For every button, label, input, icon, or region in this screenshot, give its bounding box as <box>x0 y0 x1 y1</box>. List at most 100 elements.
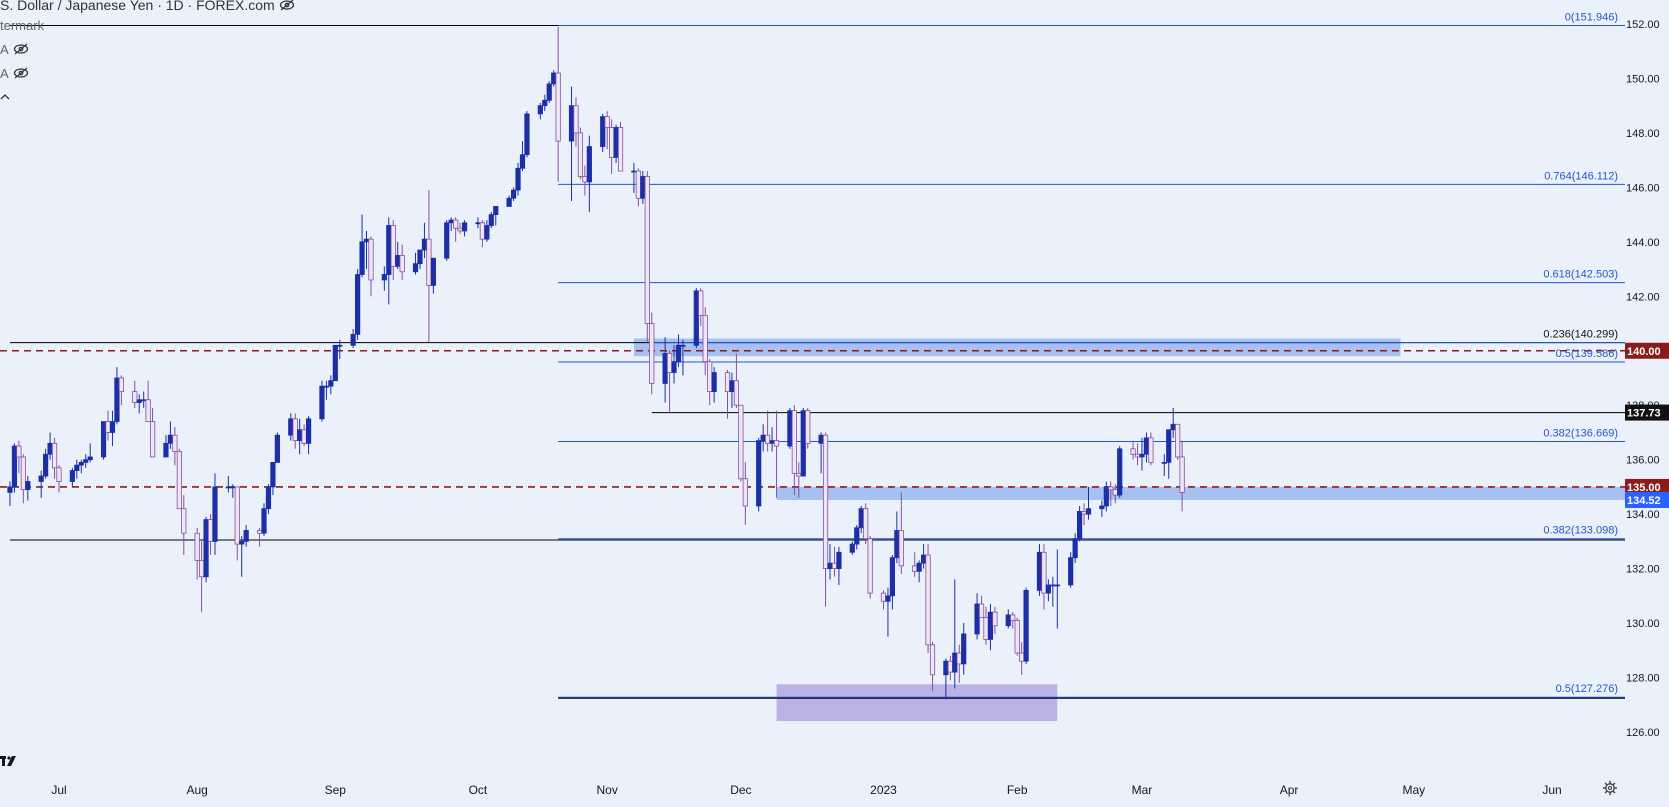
candle-body <box>1166 429 1172 463</box>
candle-body <box>912 565 918 572</box>
candle <box>822 432 829 607</box>
candle <box>1134 443 1141 466</box>
time-axis-svg[interactable]: Jul Aug Sep Oct Nov Dec 2023 Feb Mar Apr May Jun <box>0 776 1625 802</box>
candle-body <box>555 72 561 142</box>
candle <box>805 407 811 449</box>
eye-crossed-icon[interactable] <box>13 43 29 55</box>
candle-body <box>288 418 294 436</box>
candle-body <box>773 440 780 447</box>
candle-body <box>956 652 962 665</box>
candle <box>319 380 325 422</box>
price-tick-label: 128.00 <box>1626 673 1660 685</box>
levels-layer <box>0 24 1625 699</box>
candle-body <box>733 380 740 406</box>
candle <box>974 593 980 640</box>
candle <box>1166 429 1172 479</box>
candle <box>337 339 343 359</box>
candle <box>1130 440 1136 460</box>
candle-body <box>800 410 806 477</box>
candle <box>1041 544 1047 610</box>
candle <box>332 344 338 382</box>
zone-139-140[interactable] <box>633 338 1401 357</box>
candle <box>640 171 646 204</box>
candle-body <box>38 475 44 482</box>
candle <box>604 111 610 150</box>
candle-body <box>756 440 762 507</box>
candle-body <box>952 652 958 673</box>
candle <box>256 527 263 547</box>
candle-body <box>363 238 370 243</box>
candle <box>515 162 521 196</box>
candle-body <box>1041 551 1047 594</box>
price-tick-label: 150.00 <box>1626 73 1660 85</box>
candle-body <box>1179 456 1185 493</box>
candle <box>399 244 405 280</box>
candle-body <box>230 486 236 489</box>
price-label-red: 140.00 <box>1625 342 1669 359</box>
candle-body <box>417 249 423 265</box>
candle <box>791 405 797 496</box>
legend-title-row[interactable]: S. Dollar / Japanese Yen · 1D · FOREX.co… <box>0 0 295 13</box>
candle <box>1148 432 1154 466</box>
candle-body <box>1005 614 1011 627</box>
candle-body <box>787 410 793 447</box>
candle-body <box>760 434 766 442</box>
zone-127[interactable] <box>776 684 1058 722</box>
candle-body <box>212 486 218 542</box>
price-label-box <box>1625 478 1669 495</box>
price-tick-label: 136.00 <box>1626 455 1660 467</box>
legend-watermark-row[interactable]: termark <box>0 13 295 37</box>
price-axis-svg[interactable]: 152.00 150.00 148.00 146.00 144.00 142.00 140.… <box>1625 0 1669 802</box>
candle-body <box>568 105 575 142</box>
candle <box>956 644 962 683</box>
candle-body <box>368 238 374 281</box>
candle <box>519 141 526 172</box>
time-tick-label: Nov <box>597 783 618 797</box>
time-tick-label: Oct <box>469 783 488 797</box>
price-tick-label: 146.00 <box>1626 182 1660 194</box>
legend-indicator-row-1[interactable]: A <box>0 37 295 61</box>
candle-body <box>1170 423 1176 431</box>
candle-body <box>1103 486 1109 507</box>
price-label-text: 134.52 <box>1627 495 1661 507</box>
candle-body <box>43 453 49 477</box>
candle <box>381 266 387 291</box>
candle-body <box>640 176 646 199</box>
candle-body <box>390 225 396 267</box>
legend-collapse-row[interactable] <box>0 85 295 109</box>
candle-body <box>136 399 142 403</box>
candle <box>978 595 985 619</box>
candle <box>666 350 673 414</box>
candle-body <box>493 206 499 216</box>
candle-body <box>1130 448 1136 455</box>
candle <box>16 440 22 474</box>
candle-body <box>738 404 744 480</box>
chart-plot[interactable]: 0(151.946) 0.764(146.112) 0.618(142.503) 0.… <box>0 0 1625 776</box>
candle-body <box>1081 511 1087 515</box>
chevron-up-icon[interactable] <box>0 92 10 102</box>
settings-gear-icon[interactable] <box>1603 781 1617 795</box>
candle-body <box>7 486 13 493</box>
eye-crossed-icon[interactable] <box>279 0 295 11</box>
time-axis[interactable]: Jul Aug Sep Oct Nov Dec 2023 Feb Mar Apr May Jun <box>0 776 1625 802</box>
candle-body <box>921 554 927 564</box>
candle <box>176 448 182 510</box>
candle <box>1139 437 1145 471</box>
candle <box>773 410 780 498</box>
candle <box>1036 544 1043 596</box>
price-axis[interactable]: 152.00 150.00 148.00 146.00 144.00 142.00 140.… <box>1625 0 1669 802</box>
time-tick-label: Sep <box>325 783 347 797</box>
candle <box>301 424 307 447</box>
candle-body <box>631 170 637 173</box>
zone-134-135[interactable] <box>776 486 1625 500</box>
candle <box>288 413 294 441</box>
candle-body <box>181 508 187 534</box>
chart-area[interactable]: 0(151.946) 0.764(146.112) 0.618(142.503) 0.… <box>0 0 1625 776</box>
candle <box>742 462 748 526</box>
candle <box>1099 500 1105 517</box>
candle <box>724 369 731 419</box>
legend-indicator-row-2[interactable]: A <box>0 61 295 85</box>
eye-crossed-icon[interactable] <box>13 67 29 79</box>
candle-body <box>849 543 855 553</box>
candle <box>145 380 151 422</box>
